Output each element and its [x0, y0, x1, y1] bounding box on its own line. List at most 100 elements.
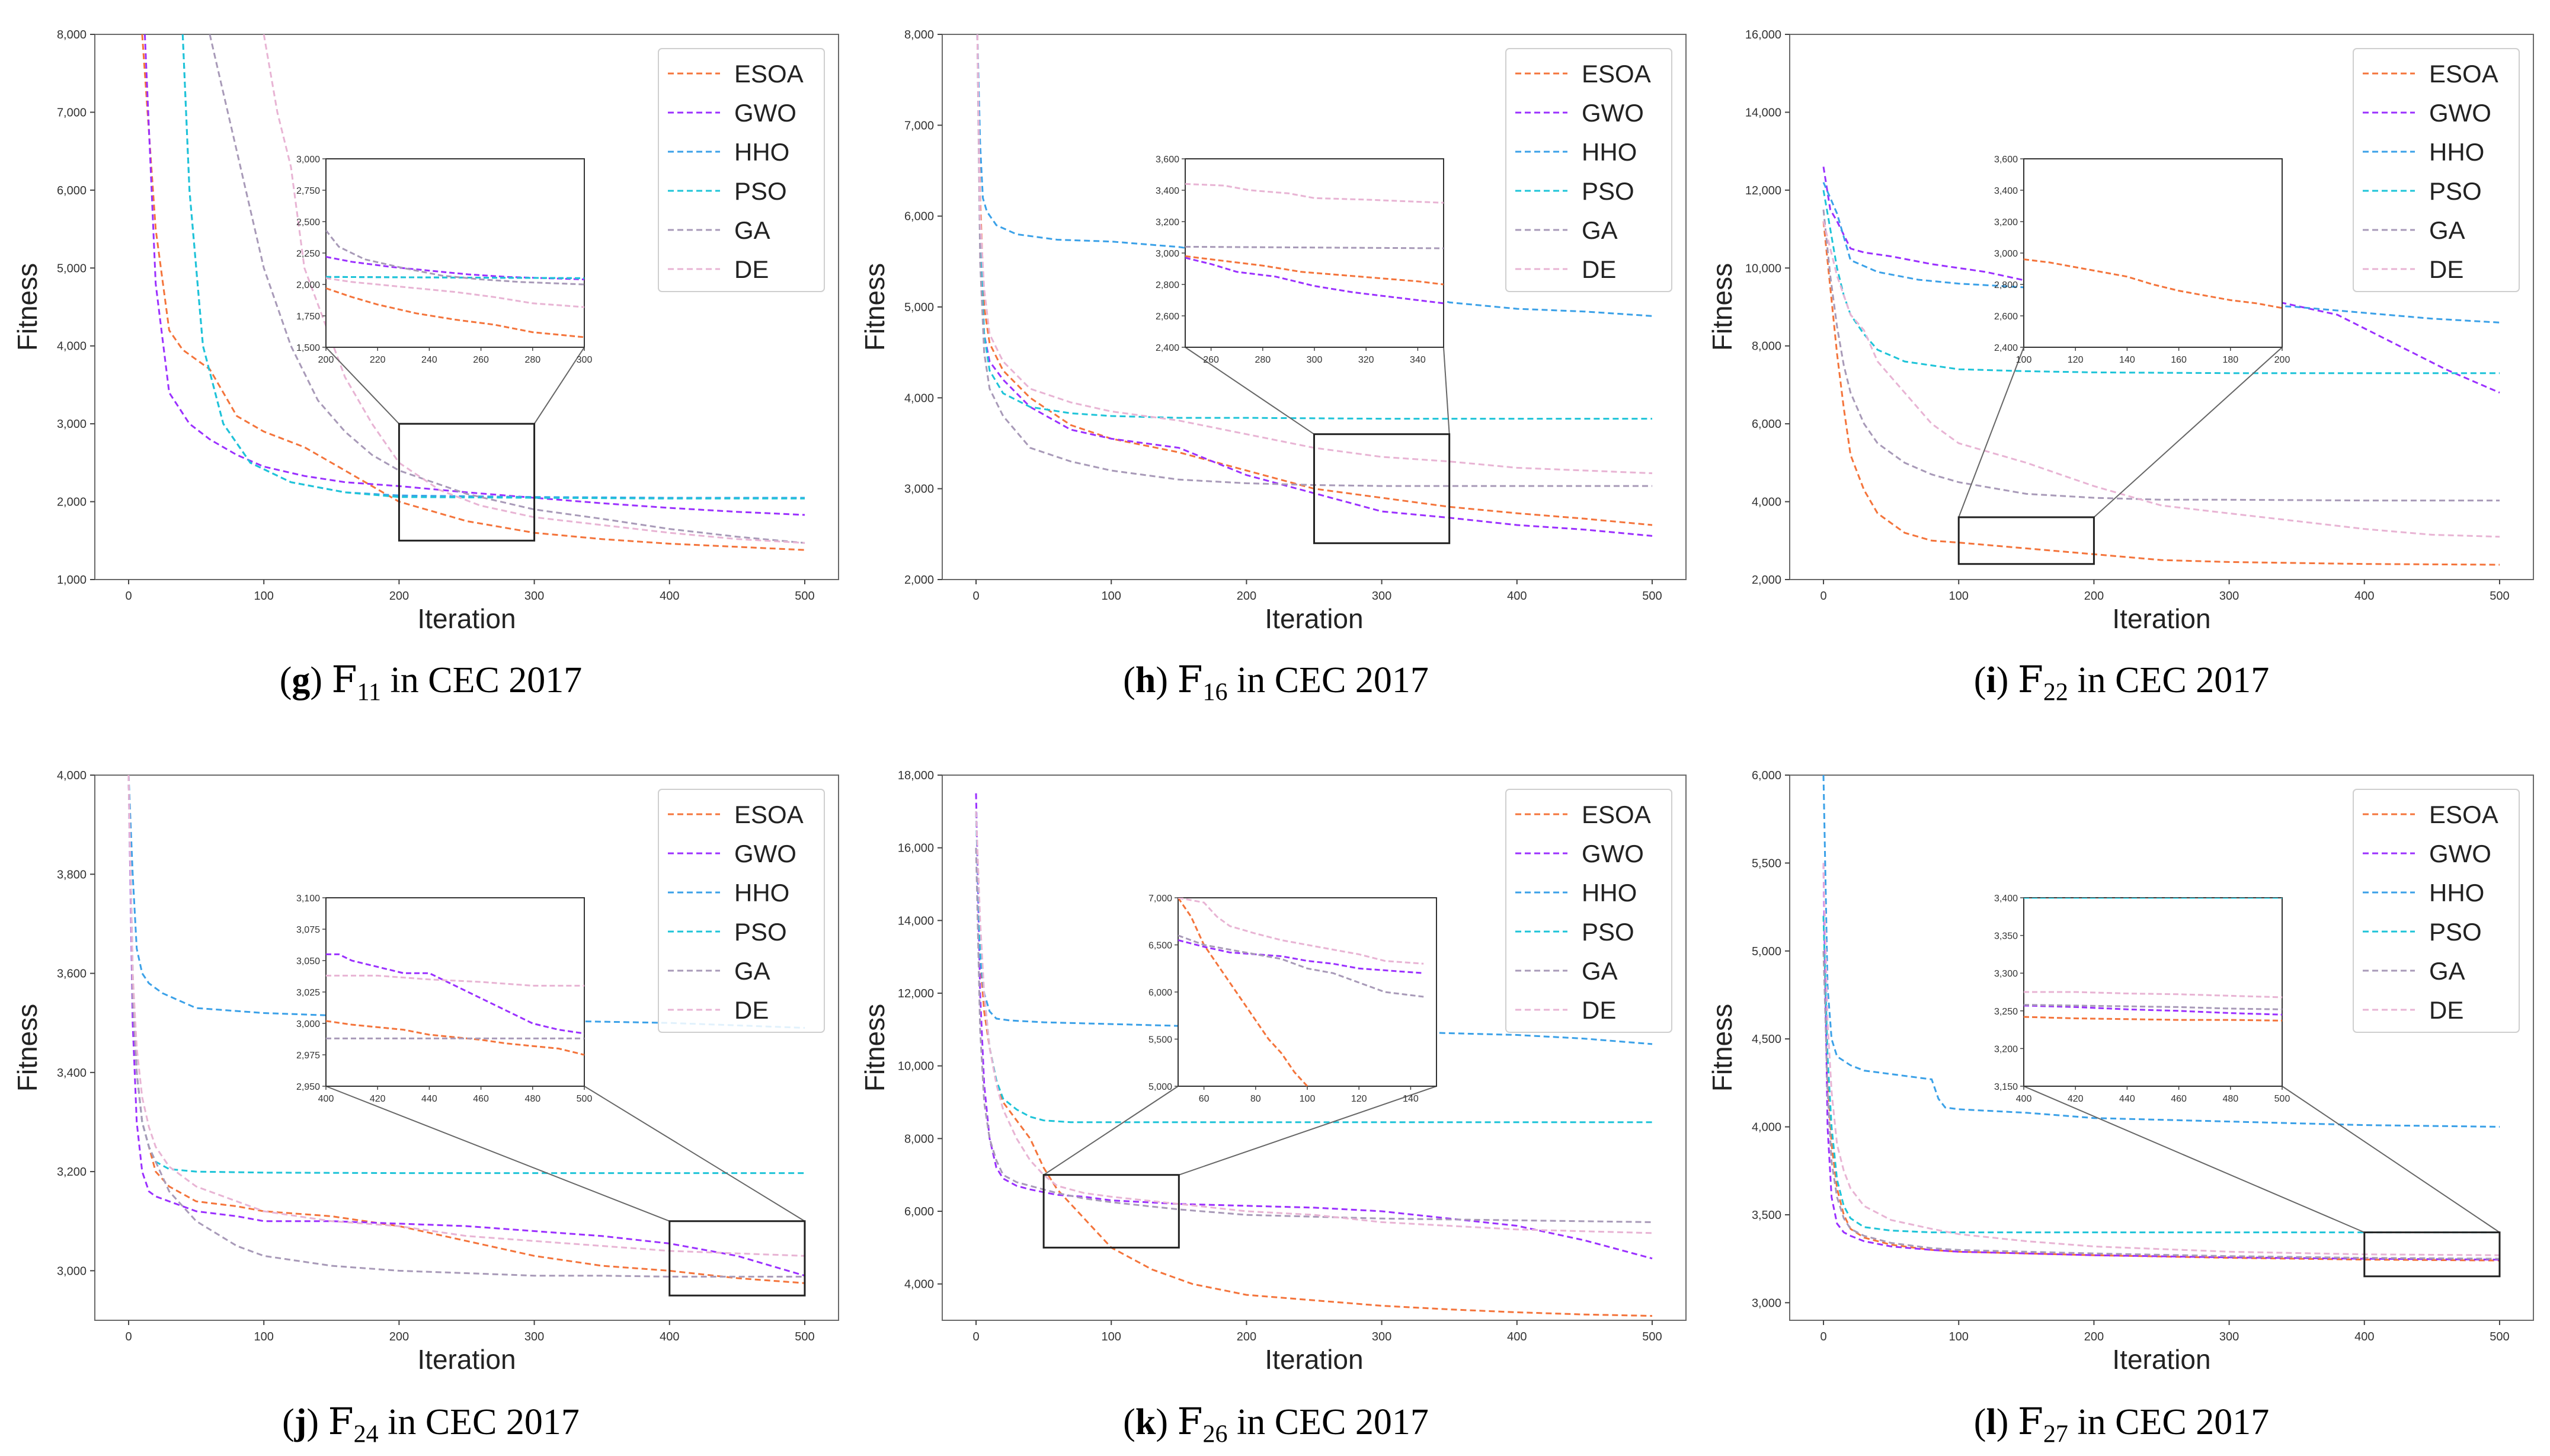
y-tick-label: 3,000 — [57, 1265, 87, 1278]
y-tick-label: 6,000 — [904, 1205, 934, 1218]
legend-label-hho: HHO — [734, 879, 789, 907]
legend-label-de: DE — [734, 255, 769, 283]
x-axis-label: Iteration — [1265, 1344, 1363, 1375]
inset-series-group — [326, 229, 584, 338]
legend-label-de: DE — [1582, 255, 1616, 283]
inset-y-tick-label: 2,000 — [296, 280, 320, 290]
x-tick-label: 0 — [125, 1330, 132, 1343]
chart-panel-h: 0 100 200 300 400 500 2,000 3,000 4,000 5,000 6,00… — [859, 28, 1687, 634]
inset-x-tick-label: 140 — [2119, 355, 2135, 365]
inset-y-tick-label: 3,000 — [1156, 249, 1179, 259]
inset-y-tick-label: 3,000 — [296, 155, 320, 165]
x-tick-label: 300 — [1372, 1330, 1391, 1343]
x-tick-label: 400 — [1507, 1330, 1527, 1343]
y-tick-label: 4,000 — [1752, 496, 1781, 509]
chart-panel-k: 0 100 200 300 400 500 4,000 6,000 8,000 10,000 12,… — [859, 769, 1687, 1375]
caption-j: (j) F24 in CEC 2017 — [282, 1400, 580, 1448]
y-tick-label: 4,000 — [904, 392, 934, 405]
x-tick-label: 500 — [795, 1330, 814, 1343]
inset-series-line-ga — [2024, 1004, 2282, 1010]
x-tick-label: 200 — [389, 590, 409, 603]
series-line-gwo — [143, 34, 805, 516]
x-tick-label: 100 — [254, 590, 274, 603]
y-tick-label: 8,000 — [904, 28, 934, 41]
inset-x-tick-label: 440 — [2119, 1094, 2135, 1104]
series-line-de — [1822, 863, 2500, 1256]
inset-series-line-ga — [326, 229, 584, 286]
inset-zoom: 400 420 440 460 480 500 2,950 2,975 3,000 3,025 3,… — [296, 894, 592, 1104]
x-tick-label: 500 — [2490, 590, 2509, 603]
legend-label-esoa: ESOA — [2429, 60, 2498, 88]
zoom-connector — [1185, 347, 1315, 435]
legend-label-esoa: ESOA — [1582, 801, 1651, 828]
inset-y-tick-label: 3,400 — [1994, 186, 2018, 196]
inset-y-tick-label: 6,000 — [1148, 988, 1172, 998]
legend-label-hho: HHO — [2429, 879, 2484, 907]
inset-zoom: 260 280 300 320 340 2,400 2,600 2,800 3,000 3,200… — [1156, 155, 1444, 365]
legend-label-pso: PSO — [734, 918, 787, 946]
inset-series-line-esoa — [326, 1020, 584, 1056]
y-tick-label: 5,000 — [904, 301, 934, 314]
caption-g: (g) F11 in CEC 2017 — [279, 658, 583, 706]
y-axis-label: Fitness — [859, 263, 890, 351]
inset-y-tick-label: 3,200 — [1156, 217, 1179, 228]
inset-series-group — [326, 953, 584, 1056]
y-tick-label: 3,500 — [1752, 1209, 1781, 1222]
inset-series-line-de — [2024, 991, 2282, 999]
inset-y-tick-label: 3,600 — [1994, 155, 2018, 165]
inset-x-tick-label: 260 — [473, 355, 489, 365]
y-axis-label: Fitness — [859, 1004, 890, 1092]
caption-k: (k) F26 in CEC 2017 — [1123, 1400, 1429, 1448]
x-tick-label: 500 — [795, 590, 814, 603]
inset-y-tick-label: 1,500 — [296, 343, 320, 353]
y-axis-label: Fitness — [1707, 1004, 1738, 1092]
zoom-connector — [2093, 347, 2283, 518]
inset-y-tick-label: 3,150 — [1994, 1082, 2018, 1092]
x-tick-label: 500 — [1642, 590, 1662, 603]
inset-y-tick-label: 3,050 — [296, 956, 320, 967]
y-tick-label: 3,600 — [57, 968, 87, 981]
y-tick-label: 6,000 — [57, 184, 87, 197]
legend-label-pso: PSO — [1582, 177, 1634, 205]
legend-label-gwo: GWO — [1582, 99, 1644, 127]
zoom-connector — [325, 347, 400, 424]
zoom-connector — [1043, 1086, 1179, 1176]
inset-y-tick-label: 2,975 — [296, 1051, 320, 1061]
y-tick-label: 18,000 — [898, 769, 934, 782]
legend: ESOA GWO HHO PSO GA DE — [658, 48, 825, 292]
y-tick-label: 10,000 — [898, 1060, 934, 1073]
series-line-esoa — [1822, 221, 2500, 566]
legend-label-esoa: ESOA — [734, 60, 804, 88]
inset-plot-area — [2023, 897, 2283, 1087]
inset-x-tick-label: 280 — [1255, 355, 1271, 365]
caption-l: (l) F27 in CEC 2017 — [1973, 1400, 2270, 1448]
inset-series-line-de — [1185, 183, 1444, 204]
zoom-connector — [584, 1086, 805, 1222]
inset-x-tick-label: 320 — [1358, 355, 1374, 365]
inset-x-tick-label: 420 — [2068, 1094, 2084, 1104]
inset-plot-area — [1185, 158, 1444, 348]
legend-label-ga: GA — [1582, 957, 1618, 985]
inset-series-line-de — [326, 974, 584, 987]
inset-x-tick-label: 260 — [1203, 355, 1219, 365]
x-tick-label: 300 — [2219, 1330, 2239, 1343]
inset-x-tick-label: 480 — [524, 1094, 540, 1104]
inset-x-tick-label: 300 — [577, 355, 593, 365]
inset-series-line-esoa — [1178, 898, 1308, 1086]
series-line-pso — [181, 34, 805, 500]
legend-label-de: DE — [1582, 996, 1616, 1024]
legend-label-pso: PSO — [734, 177, 787, 205]
inset-x-tick-label: 100 — [2016, 355, 2032, 365]
inset-x-tick-label: 200 — [318, 355, 334, 365]
x-tick-label: 300 — [524, 590, 544, 603]
y-tick-label: 6,000 — [904, 210, 934, 223]
y-tick-label: 4,000 — [1752, 1121, 1781, 1134]
inset-zoom: 100 120 140 160 180 200 2,400 2,600 2,800 3,000 3,… — [1994, 155, 2290, 365]
inset-x-tick-label: 460 — [2171, 1094, 2187, 1104]
series-line-ga — [1822, 209, 2500, 502]
chart-panel-i: 0 100 200 300 400 500 2,000 4,000 6,000 8,000 10,0… — [1707, 28, 2534, 634]
y-tick-label: 3,400 — [57, 1067, 87, 1080]
inset-x-tick-label: 140 — [1403, 1094, 1419, 1104]
inset-series-line-esoa — [2024, 258, 2282, 309]
legend-label-ga: GA — [734, 957, 770, 985]
